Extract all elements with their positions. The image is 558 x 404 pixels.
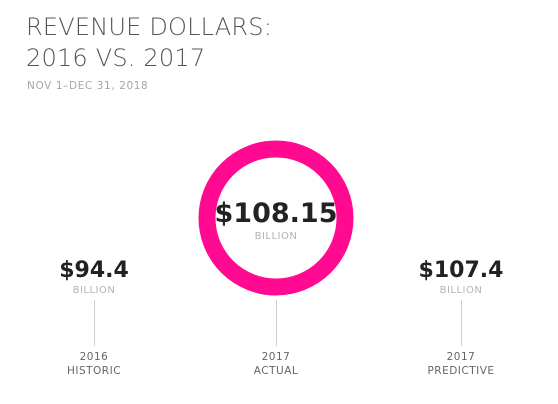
category-kind: HISTORIC	[66, 365, 122, 377]
metric-2016-historic: $94.4 BILLION	[14, 258, 174, 296]
category-2017-predictive: 2017 PREDICTIVE	[401, 350, 521, 378]
category-year: 2016	[79, 351, 109, 363]
title-line-1: REVENUE DOLLARS:	[26, 13, 273, 41]
date-range-subtitle: NOV 1–DEC 31, 2018	[27, 80, 149, 92]
category-2017-actual: 2017 ACTUAL	[216, 350, 336, 378]
title-line-2: 2016 VS. 2017	[26, 44, 206, 72]
actual-ring-circle	[198, 140, 354, 296]
category-year: 2017	[261, 351, 291, 363]
chart-title: REVENUE DOLLARS: 2016 VS. 2017	[26, 12, 272, 74]
metric-value: $107.4	[418, 258, 504, 283]
category-2016-historic: 2016 HISTORIC	[34, 350, 154, 378]
metric-unit: BILLION	[254, 231, 298, 242]
stem-line	[276, 300, 277, 346]
category-year: 2017	[446, 351, 476, 363]
metric-unit: BILLION	[439, 285, 483, 296]
metric-2017-predictive: $107.4 BILLION	[381, 258, 541, 296]
stem-line	[461, 300, 462, 346]
metric-2017-actual: $108.15 BILLION	[196, 198, 356, 242]
metric-value: $94.4	[59, 258, 129, 283]
stem-line	[94, 300, 95, 346]
category-kind: ACTUAL	[253, 365, 299, 377]
metric-value: $108.15	[214, 198, 338, 229]
metric-unit: BILLION	[72, 285, 116, 296]
category-kind: PREDICTIVE	[427, 365, 495, 377]
